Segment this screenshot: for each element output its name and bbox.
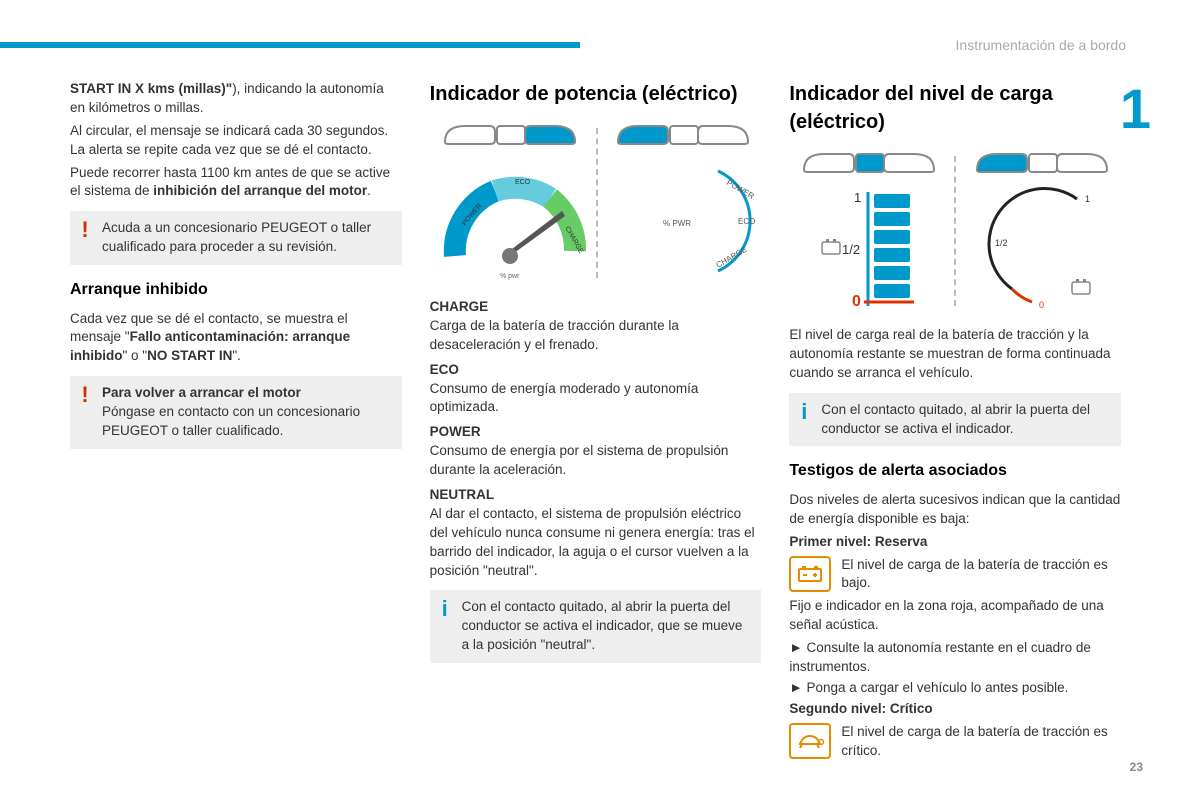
text-bold: inhibición del arranque del motor [153, 183, 367, 198]
svg-text:0: 0 [1039, 300, 1044, 310]
svg-text:% pwr: % pwr [500, 273, 520, 280]
paragraph: Al circular, el mensaje se indicará cada… [70, 122, 402, 160]
info-icon: i [795, 401, 813, 439]
paragraph: Dos niveles de alerta sucesivos indican … [789, 491, 1121, 529]
warning-callout: ! Para volver a arrancar el motor Póngas… [70, 376, 402, 449]
level-title: Primer nivel: Reserva [789, 533, 1121, 552]
dashboard-outline-icon [967, 148, 1117, 178]
subheading: Testigos de alerta asociados [789, 460, 1121, 482]
definition: Consumo de energía moderado y autonomía … [430, 380, 762, 418]
svg-text:ECO: ECO [738, 217, 755, 226]
svg-text:0: 0 [852, 293, 861, 310]
info-icon: i [436, 598, 454, 655]
subheading: Arranque inhibido [70, 279, 402, 301]
callout-text: Acuda a un concesionario PEUGEOT o talle… [102, 219, 392, 257]
dashboard-outline-icon [608, 120, 758, 150]
paragraph: START IN X kms (millas)"), indicando la … [70, 80, 402, 118]
column-2: Indicador de potencia (eléctrico) POWER … [430, 80, 762, 764]
term: POWER [430, 423, 762, 442]
diagram-divider [954, 156, 956, 306]
icon-text-row: El nivel de carga de la batería de tracc… [789, 556, 1121, 594]
action-item: ► Consulte la autonomía restante en el c… [789, 639, 1121, 677]
power-indicator-diagram: POWER ECO CHARGE % pwr POWER [430, 120, 762, 286]
heading: Indicador del nivel de carga (eléctrico) [789, 80, 1121, 136]
warning-icon: ! [76, 219, 94, 257]
text-bold: Segundo nivel: Crítico [789, 701, 932, 716]
svg-text:1: 1 [854, 190, 861, 205]
battery-warning-icon [789, 556, 831, 592]
paragraph: Cada vez que se dé el contacto, se muest… [70, 310, 402, 367]
heading: Indicador de potencia (eléctrico) [430, 80, 762, 108]
text-bold: START IN X kms (millas)" [70, 81, 232, 96]
text: . [367, 183, 371, 198]
text-bold: Primer nivel: Reserva [789, 534, 927, 549]
definition: Al dar el contacto, el sistema de propul… [430, 505, 762, 581]
definition: Consumo de energía por el sistema de pro… [430, 442, 762, 480]
list-item: POWERConsumo de energía por el sistema d… [430, 423, 762, 480]
svg-text:% PWR: % PWR [663, 219, 691, 228]
chapter-number: 1 [1120, 70, 1151, 148]
diagram-divider [596, 128, 598, 278]
charge-indicator-diagram: 1 1/2 0 [789, 148, 1121, 314]
list-item: CHARGECarga de la batería de tracción du… [430, 298, 762, 355]
svg-text:1/2: 1/2 [995, 238, 1008, 248]
dashboard-outline-icon [435, 120, 585, 150]
text: ". [232, 348, 241, 363]
svg-text:POWER: POWER [725, 178, 756, 201]
text-bold: Para volver a arrancar el motor [102, 385, 301, 400]
svg-text:1/2: 1/2 [842, 242, 860, 257]
text: Póngase en contacto con un concesionario… [102, 404, 360, 438]
paragraph: Fijo e indicador en la zona roja, acompa… [789, 597, 1121, 635]
callout-text: Con el contacto quitado, al abrir la pue… [821, 401, 1111, 439]
column-1: START IN X kms (millas)"), indicando la … [70, 80, 402, 764]
list-item: ECOConsumo de energía moderado y autonom… [430, 361, 762, 418]
page-number: 23 [1130, 759, 1143, 776]
turtle-warning-icon [789, 723, 831, 759]
charge-gauge-bars: 1 1/2 0 [804, 184, 934, 314]
icon-text-row: El nivel de carga de la batería de tracc… [789, 723, 1121, 761]
term: CHARGE [430, 298, 762, 317]
callout-text: Con el contacto quitado, al abrir la pue… [462, 598, 752, 655]
column-3: Indicador del nivel de carga (eléctrico)… [789, 80, 1121, 764]
dashboard-outline-icon [794, 148, 944, 178]
paragraph: El nivel de carga real de la batería de … [789, 326, 1121, 383]
charge-gauge-arc: 1 1/2 0 [977, 184, 1107, 314]
list-item: NEUTRALAl dar el contacto, el sistema de… [430, 486, 762, 580]
callout-text: Para volver a arrancar el motor Póngase … [102, 384, 392, 441]
svg-text:CHARGE: CHARGE [714, 245, 748, 270]
level-title: Segundo nivel: Crítico [789, 700, 1121, 719]
info-callout: i Con el contacto quitado, al abrir la p… [789, 393, 1121, 447]
term: ECO [430, 361, 762, 380]
icon-description: El nivel de carga de la batería de tracc… [841, 723, 1121, 761]
warning-callout: ! Acuda a un concesionario PEUGEOT o tal… [70, 211, 402, 265]
power-gauge-analog: POWER ECO CHARGE % pwr [430, 156, 590, 286]
svg-text:ECO: ECO [515, 179, 531, 186]
svg-text:1: 1 [1085, 194, 1090, 204]
term: NEUTRAL [430, 486, 762, 505]
text-bold: NO START IN [147, 348, 232, 363]
power-gauge-digital: POWER ECO CHARGE % PWR [608, 156, 758, 286]
warning-icon: ! [76, 384, 94, 441]
action-item: ► Ponga a cargar el vehículo lo antes po… [789, 679, 1121, 698]
header-accent-bar [0, 42, 580, 48]
text: " o " [122, 348, 147, 363]
info-callout: i Con el contacto quitado, al abrir la p… [430, 590, 762, 663]
definition-list: CHARGECarga de la batería de tracción du… [430, 298, 762, 580]
definition: Carga de la batería de tracción durante … [430, 317, 762, 355]
icon-description: El nivel de carga de la batería de tracc… [841, 556, 1121, 594]
paragraph: Puede recorrer hasta 1100 km antes de qu… [70, 164, 402, 202]
section-title: Instrumentación de a bordo [956, 36, 1126, 56]
